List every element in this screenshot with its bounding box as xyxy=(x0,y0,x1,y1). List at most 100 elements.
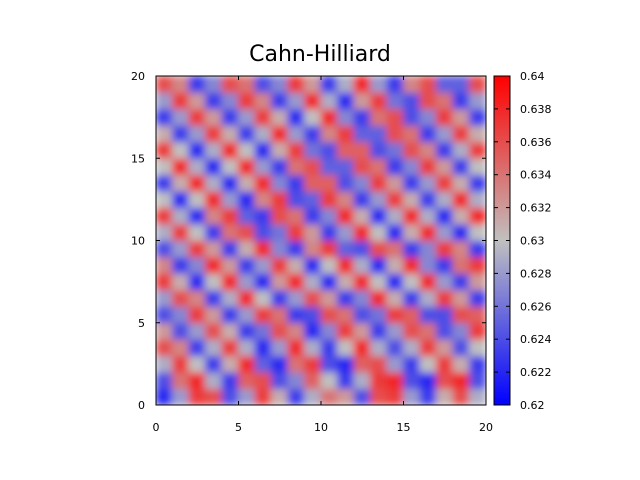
heatmap-cell xyxy=(172,157,190,176)
heatmap-cell xyxy=(386,338,404,357)
heatmap-cell xyxy=(370,388,388,405)
heatmap-cell xyxy=(271,338,289,357)
heatmap-cell xyxy=(254,91,272,110)
heatmap-cell xyxy=(172,76,190,93)
heatmap-cell xyxy=(436,91,454,110)
heatmap-cell xyxy=(287,256,305,274)
heatmap-cell xyxy=(353,240,371,258)
heatmap-cell xyxy=(386,289,404,307)
heatmap-cell xyxy=(287,338,305,357)
heatmap-cell xyxy=(221,190,239,209)
heatmap-cell xyxy=(452,207,470,225)
heatmap-cell xyxy=(205,76,223,93)
heatmap-cell xyxy=(221,388,239,405)
heatmap-cell xyxy=(254,124,272,143)
heatmap-cell xyxy=(419,190,437,209)
heatmap-cell xyxy=(188,355,206,373)
heatmap-cell xyxy=(238,108,256,126)
heatmap-cell xyxy=(271,240,289,258)
heatmap-cell xyxy=(353,124,371,143)
heatmap-cell xyxy=(188,338,206,357)
heatmap-cell xyxy=(172,190,190,209)
heatmap-cell xyxy=(469,91,486,110)
heatmap-cell xyxy=(271,124,289,143)
heatmap-cell xyxy=(188,207,206,225)
heatmap-cell xyxy=(188,371,206,390)
heatmap-cell xyxy=(353,305,371,324)
y-axis: 0 5 10 15 20 xyxy=(131,70,486,412)
heatmap-cell xyxy=(419,141,437,159)
heatmap-cell xyxy=(238,240,256,258)
colorbar-tick-label: 0.628 xyxy=(520,267,552,280)
heatmap-cell xyxy=(353,338,371,357)
colorbar-tick-label: 0.622 xyxy=(520,366,552,379)
heatmap-cell xyxy=(287,223,305,241)
heatmap-cell xyxy=(469,141,486,159)
heatmap-cell xyxy=(304,91,322,110)
heatmap-cell xyxy=(436,141,454,159)
heatmap-cell xyxy=(254,76,272,93)
x-tick-label: 0 xyxy=(153,421,160,434)
heatmap-cell xyxy=(205,174,223,192)
heatmap-cell xyxy=(469,272,486,291)
heatmap-cell xyxy=(337,388,355,405)
heatmap-cell xyxy=(156,124,173,143)
heatmap-cell xyxy=(403,272,421,291)
heatmap-cell xyxy=(221,256,239,274)
heatmap-cell xyxy=(337,157,355,176)
heatmap-cell xyxy=(221,272,239,291)
heatmap-cell xyxy=(287,76,305,93)
heatmap-cell xyxy=(419,272,437,291)
heatmap-cell xyxy=(156,289,173,307)
heatmap-cell xyxy=(403,371,421,390)
heatmap-cell xyxy=(452,371,470,390)
heatmap-cell xyxy=(452,305,470,324)
heatmap-cell xyxy=(370,289,388,307)
heatmap-cell xyxy=(205,338,223,357)
heatmap-cell xyxy=(188,240,206,258)
heatmap-cell xyxy=(205,371,223,390)
y-tick-label: 0 xyxy=(138,399,145,412)
heatmap-cell xyxy=(254,174,272,192)
heatmap-cell xyxy=(287,141,305,159)
heatmap-cell xyxy=(254,157,272,176)
heatmap-cell xyxy=(156,223,173,241)
heatmap-cell xyxy=(419,108,437,126)
heatmap-cell xyxy=(188,76,206,93)
heatmap-cell xyxy=(337,76,355,93)
heatmap-cell xyxy=(188,190,206,209)
heatmap-cell xyxy=(271,108,289,126)
heatmap-cell xyxy=(254,223,272,241)
heatmap-cell xyxy=(156,108,173,126)
heatmap-cell xyxy=(370,76,388,93)
heatmap-cell xyxy=(452,157,470,176)
heatmap-cell xyxy=(205,305,223,324)
heatmap-cell xyxy=(436,272,454,291)
heatmap-cell xyxy=(238,141,256,159)
heatmap-cell xyxy=(238,76,256,93)
heatmap-cell xyxy=(254,190,272,209)
heatmap-cell xyxy=(271,371,289,390)
heatmap-cell xyxy=(337,256,355,274)
heatmap-cell xyxy=(172,240,190,258)
heatmap-cell xyxy=(386,190,404,209)
heatmap-cell xyxy=(436,256,454,274)
heatmap-cell xyxy=(353,174,371,192)
x-tick-label: 10 xyxy=(314,421,328,434)
heatmap-cell xyxy=(221,355,239,373)
heatmap-cell xyxy=(320,190,338,209)
heatmap-cell xyxy=(320,322,338,340)
heatmap-cell xyxy=(370,174,388,192)
heatmap-cell xyxy=(254,371,272,390)
heatmap-cell xyxy=(271,322,289,340)
heatmap-cell xyxy=(156,190,173,209)
heatmap-cell xyxy=(386,124,404,143)
x-tick-label: 15 xyxy=(397,421,411,434)
heatmap-cell xyxy=(436,174,454,192)
colorbar-tick-label: 0.624 xyxy=(520,333,552,346)
heatmap-cell xyxy=(337,190,355,209)
heatmap-cell xyxy=(337,91,355,110)
heatmap-cell xyxy=(353,289,371,307)
heatmap-cell xyxy=(337,289,355,307)
heatmap-cell xyxy=(221,124,239,143)
